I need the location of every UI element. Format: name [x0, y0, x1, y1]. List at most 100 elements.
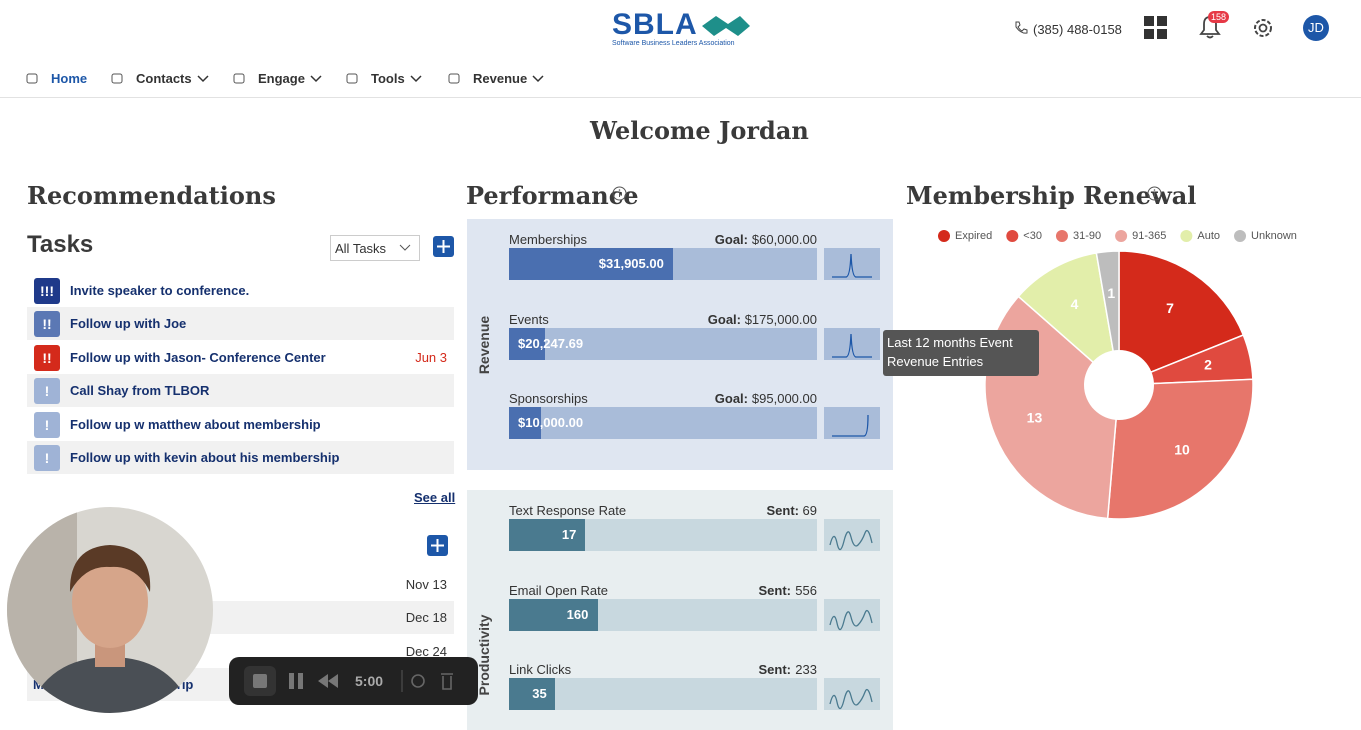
task-row[interactable]: ! Call Shay from TLBOR — [27, 374, 454, 408]
task-row[interactable]: !! Follow up with Joe — [27, 307, 454, 341]
metric-target-label: Sent: — [766, 503, 800, 518]
settings-icon[interactable] — [1251, 16, 1275, 40]
info-icon[interactable] — [612, 186, 627, 201]
task-row[interactable]: ! Follow up w matthew about membership — [27, 408, 454, 441]
avatar[interactable]: JD — [1303, 15, 1329, 41]
slice-label: 4 — [1071, 296, 1079, 312]
slice-label: 10 — [1174, 441, 1190, 457]
legend-label[interactable]: 91-365 — [1132, 230, 1166, 242]
logo-icon — [702, 16, 750, 36]
bar-track — [509, 678, 817, 710]
legend-swatch — [1115, 230, 1128, 242]
event-row[interactable]: Nov 13 — [27, 568, 454, 601]
chevron — [399, 244, 411, 251]
legend-label[interactable]: Expired — [955, 230, 992, 242]
metric-name: Memberships — [509, 232, 588, 247]
logo[interactable]: SBLA — [612, 8, 698, 41]
task-row[interactable]: !! Follow up with Jason- Conference Cente… — [27, 341, 454, 374]
nav-icon — [111, 73, 123, 84]
notification-badge: 158 — [1208, 11, 1230, 23]
bar-label: $31,905.00 — [598, 256, 664, 271]
task-label: Call Shay from TLBOR — [70, 383, 210, 399]
info-icon[interactable] — [1147, 186, 1162, 201]
webcam — [7, 507, 213, 713]
metric-target-label: Sent: — [758, 582, 792, 598]
recorder-controls — [244, 666, 453, 696]
task-label: Follow up with Jason- Conference Center — [70, 349, 326, 365]
bar-fill — [509, 598, 598, 631]
legend-label[interactable]: 31-90 — [1073, 230, 1101, 242]
task-row[interactable]: ! Follow up with kevin about his membersh… — [27, 441, 454, 474]
pie-slice — [1118, 250, 1245, 387]
sparkline-path — [829, 688, 873, 710]
metric-target: 556 — [795, 582, 817, 598]
section-title: Recommendations — [27, 181, 276, 210]
metric-target-label: Sent: — [758, 662, 792, 677]
recorder-time: 5:00 — [355, 673, 384, 689]
metric-target-label: Goal: — [714, 232, 748, 247]
metric-name: Link Clicks — [509, 662, 572, 677]
legend-label[interactable]: Unknown — [1251, 230, 1297, 242]
chevron-path — [310, 75, 322, 83]
nav-icon — [448, 73, 460, 84]
apps-icon[interactable] — [1144, 16, 1168, 40]
bar-track — [509, 407, 817, 439]
bar-fill — [509, 678, 556, 710]
metric-target: $95,000.00 — [751, 391, 817, 406]
task-row[interactable]: !!! Invite speaker to conference. — [27, 274, 454, 307]
legend-swatch — [1180, 230, 1193, 242]
sparkline-path — [829, 529, 873, 551]
legend-swatch — [1055, 230, 1068, 242]
chevron-path — [532, 75, 544, 83]
metric-target-label: Goal: — [714, 391, 748, 406]
bar-label: 17 — [561, 527, 577, 542]
bar-fill — [509, 327, 545, 360]
task-label: Invite speaker to conference. — [70, 283, 250, 298]
welcome: Welcome Jordan — [590, 116, 809, 145]
metric-name: Email Open Rate — [509, 582, 608, 598]
sparkline — [824, 598, 880, 631]
legend-label[interactable]: <30 — [1023, 230, 1042, 242]
nav-item[interactable]: Contacts — [136, 71, 192, 86]
sparkline — [824, 407, 880, 439]
slice-label: 7 — [1166, 300, 1174, 316]
chevron — [410, 75, 422, 83]
sparkline-path — [832, 253, 872, 278]
slice-label: 2 — [1204, 357, 1212, 373]
nav-item[interactable]: Home — [51, 71, 88, 86]
legend-label[interactable]: Auto — [1197, 230, 1220, 242]
pie-hole — [1084, 350, 1154, 420]
add-event[interactable] — [427, 535, 448, 556]
icon-shape — [448, 73, 460, 84]
task-filter[interactable]: All Tasks — [330, 235, 420, 261]
icon-shape — [346, 73, 358, 84]
group-label: Revenue — [476, 315, 492, 375]
metric-name: Events — [509, 311, 549, 327]
metric-target: 69 — [802, 503, 817, 518]
icon-shape — [111, 73, 123, 84]
metric-name: Text Response Rate — [509, 503, 627, 518]
phone[interactable]: (385) 488-0158 — [1033, 22, 1122, 37]
nav-item[interactable]: Revenue — [473, 71, 528, 86]
add-task[interactable] — [433, 236, 454, 257]
task-date: Jun 3 — [415, 349, 447, 365]
sparkline-path — [832, 333, 872, 358]
logo-tagline: Software Business Leaders Association — [612, 40, 735, 47]
sparkline-path — [829, 609, 873, 630]
sparkline — [824, 327, 880, 360]
nav-item[interactable]: Tools — [371, 71, 405, 86]
see-all[interactable]: See all — [414, 490, 456, 505]
priority-icon: !! — [34, 344, 60, 371]
event-date: Nov 13 — [405, 577, 447, 592]
event-row[interactable]: Dec 24 — [27, 635, 454, 668]
pie-slice — [1017, 252, 1121, 387]
bar-fill — [509, 407, 542, 439]
icon-shape — [233, 73, 245, 84]
nav-item[interactable]: Engage — [258, 71, 305, 86]
legend-swatch — [1234, 230, 1247, 242]
bar-label: 160 — [566, 606, 589, 622]
priority-icon: !! — [34, 311, 60, 338]
metric-name: Sponsorships — [509, 391, 588, 406]
event-date: Dec 24 — [405, 643, 447, 659]
chevron-path — [410, 75, 422, 83]
